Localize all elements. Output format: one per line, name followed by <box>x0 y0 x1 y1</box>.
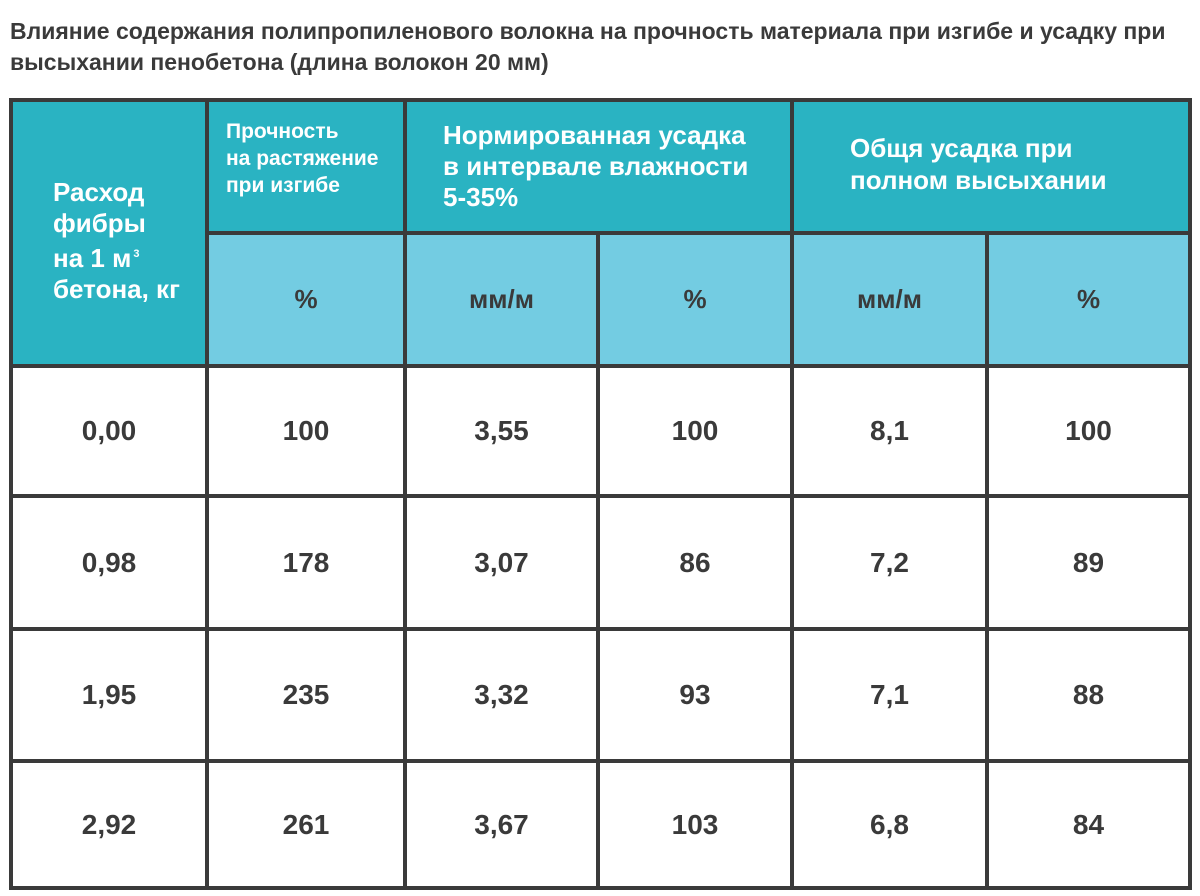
table-cell: 178 <box>209 498 403 627</box>
table-cell: 0,98 <box>13 498 205 627</box>
table-cell: 7,2 <box>794 498 985 627</box>
table-cell: 100 <box>600 368 790 494</box>
table-cell: 3,32 <box>407 631 596 759</box>
header-fiber-sup: 3 <box>133 248 140 260</box>
header-fiber-tail: бетона, кг <box>53 274 180 304</box>
table-cell: 6,8 <box>794 763 985 886</box>
header-flexural-strength-label: Прочность на растяжение при изгибе <box>226 120 379 197</box>
table-cell: 2,92 <box>13 763 205 886</box>
unit-cell: мм/м <box>794 235 985 364</box>
page-title: Влияние содержания полипропиленового вол… <box>10 18 1166 75</box>
table-cell: 100 <box>209 368 403 494</box>
table-cell: 7,1 <box>794 631 985 759</box>
table-cell: 88 <box>989 631 1188 759</box>
table-cell: 84 <box>989 763 1188 886</box>
table-cell: 93 <box>600 631 790 759</box>
header-normalized-shrinkage: Нормированная усадка в интервале влажнос… <box>407 102 790 231</box>
unit-cell: % <box>209 235 403 364</box>
table-cell: 261 <box>209 763 403 886</box>
table-cell: 0,00 <box>13 368 205 494</box>
table-cell: 235 <box>209 631 403 759</box>
table-cell: 1,95 <box>13 631 205 759</box>
unit-cell: % <box>600 235 790 364</box>
unit-cell: мм/м <box>407 235 596 364</box>
table-cell: 3,67 <box>407 763 596 886</box>
table-cell: 100 <box>989 368 1188 494</box>
table-cell: 3,07 <box>407 498 596 627</box>
table-cell: 103 <box>600 763 790 886</box>
header-total-shrinkage-label: Общя усадка при полном высыхании <box>850 133 1107 195</box>
table-cell: 8,1 <box>794 368 985 494</box>
header-fiber-label: Расход фибры на 1 м <box>53 177 146 273</box>
unit-cell: % <box>989 235 1188 364</box>
header-normalized-shrinkage-label: Нормированная усадка в интервале влажнос… <box>443 120 749 212</box>
table-cell: 86 <box>600 498 790 627</box>
header-flexural-strength: Прочность на растяжение при изгибе <box>209 102 403 231</box>
table-cell: 89 <box>989 498 1188 627</box>
table-cell: 3,55 <box>407 368 596 494</box>
header-total-shrinkage: Общя усадка при полном высыхании <box>794 102 1188 231</box>
